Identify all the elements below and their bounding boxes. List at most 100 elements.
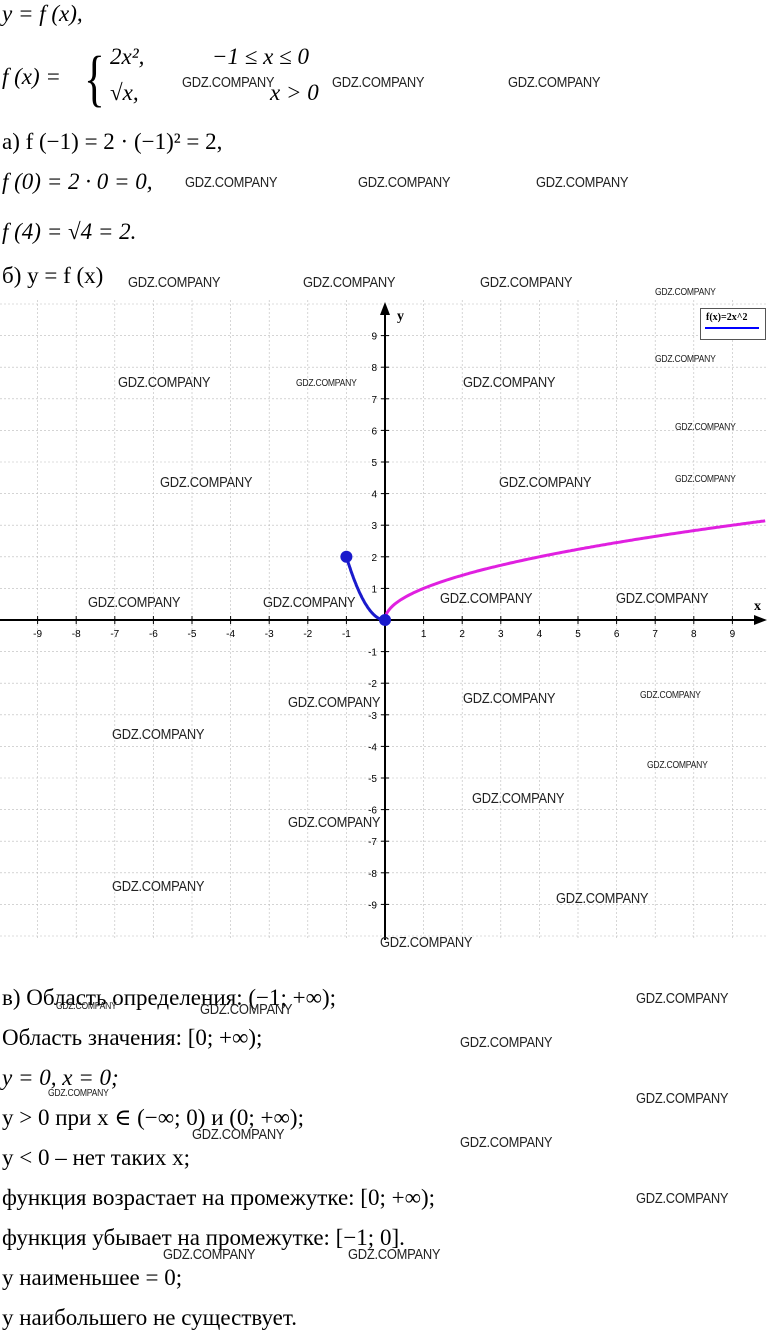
watermark: GDZ.COMPANY — [263, 594, 356, 611]
y-tick-label: -2 — [368, 679, 377, 690]
y-tick-label: 8 — [371, 363, 377, 374]
watermark: GDZ.COMPANY — [460, 1034, 553, 1051]
watermark: GDZ.COMPANY — [358, 174, 451, 191]
x-tick-label: -6 — [149, 629, 158, 640]
watermark: GDZ.COMPANY — [636, 990, 729, 1007]
watermark: GDZ.COMPANY — [675, 422, 736, 433]
y-tick-label: 3 — [371, 521, 377, 532]
y-axis-arrow — [380, 302, 390, 315]
series-line-1 — [344, 556, 385, 622]
part-v-line3: y = 0, x = 0; — [2, 1065, 119, 1090]
x-tick-label: -5 — [188, 629, 197, 640]
watermark: GDZ.COMPANY — [112, 878, 205, 895]
x-tick-label: -4 — [226, 629, 235, 640]
y-tick-label: -9 — [368, 900, 377, 911]
x-tick-label: 5 — [575, 629, 581, 640]
x-tick-label: -9 — [33, 629, 42, 640]
watermark: GDZ.COMPANY — [460, 1134, 553, 1151]
legend-swatch — [705, 327, 759, 329]
y-tick-label: -5 — [368, 774, 377, 785]
part-v-line2: Область значения: [0; +∞); — [2, 1025, 263, 1050]
part-v-line4: y > 0 при x ∈ (−∞; 0) и (0; +∞); — [2, 1105, 304, 1130]
case1-expr: 2x², — [110, 44, 145, 69]
legend-label: f(x)=2x^2 — [706, 312, 748, 323]
fx-lhs: f (x) = — [2, 64, 61, 89]
watermark: GDZ.COMPANY — [288, 814, 381, 831]
part-v-line9: y наибольшего не существует. — [2, 1305, 297, 1330]
watermark: GDZ.COMPANY — [182, 74, 275, 91]
case2-expr: √x, — [110, 80, 139, 105]
watermark: GDZ.COMPANY — [112, 726, 205, 743]
y-tick-label: 5 — [371, 458, 377, 469]
watermark: GDZ.COMPANY — [303, 274, 396, 291]
watermark: GDZ.COMPANY — [480, 274, 573, 291]
watermark: GDZ.COMPANY — [647, 760, 708, 771]
part-v-line7: функция убывает на промежутке: [−1; 0]. — [2, 1225, 405, 1250]
watermark: GDZ.COMPANY — [163, 1246, 256, 1263]
legend: f(x)=2x^2 — [700, 308, 766, 340]
y-tick-label: 7 — [371, 395, 377, 406]
data-point-1 — [340, 550, 353, 563]
y-tick-label: -3 — [368, 711, 377, 722]
part-v-line6: функция возрастает на промежутке: [0; +∞… — [2, 1185, 436, 1210]
y-axis-label: y — [397, 309, 404, 324]
watermark: GDZ.COMPANY — [128, 274, 221, 291]
watermark: GDZ.COMPANY — [296, 378, 357, 389]
part-v-line8: y наименьшее = 0; — [2, 1265, 183, 1290]
watermark: GDZ.COMPANY — [556, 890, 649, 907]
x-tick-label: 2 — [459, 629, 465, 640]
watermark: GDZ.COMPANY — [332, 74, 425, 91]
y-tick-label: -6 — [368, 806, 377, 817]
x-axis-arrow — [754, 615, 767, 625]
x-tick-label: 4 — [537, 629, 543, 640]
watermark: GDZ.COMPANY — [616, 590, 709, 607]
y-tick-label: -8 — [368, 869, 377, 880]
watermark: GDZ.COMPANY — [655, 354, 716, 365]
case1-cond: −1 ≤ x ≤ 0 — [212, 44, 309, 69]
watermark: GDZ.COMPANY — [636, 1190, 729, 1207]
data-point-2 — [379, 614, 391, 626]
case2-cond: x > 0 — [270, 80, 319, 105]
y-tick-label: 6 — [371, 426, 377, 437]
watermark: GDZ.COMPANY — [348, 1246, 441, 1263]
watermark: GDZ.COMPANY — [463, 374, 556, 391]
y-tick-label: -4 — [368, 742, 377, 753]
watermark: GDZ.COMPANY — [56, 1001, 117, 1012]
x-tick-label: 9 — [730, 629, 736, 640]
x-tick-label: 6 — [614, 629, 620, 640]
part-v-line1: в) Область определения: (−1; +∞); — [2, 985, 337, 1010]
x-tick-label: 7 — [652, 629, 658, 640]
x-tick-label: -2 — [303, 629, 312, 640]
function-graph: x y -9 -8 -7 -6 -5 -4 -3 -2 -1 1 2 3 4 5 6 7 8 9 9 8 7 6 5 4 3 2 1 -1… — [0, 300, 767, 940]
series-line-2 — [383, 519, 766, 621]
watermark: GDZ.COMPANY — [499, 474, 592, 491]
x-tick-label: 1 — [421, 629, 427, 640]
y-tick-label: 4 — [371, 490, 377, 501]
x-tick-label: -3 — [265, 629, 274, 640]
watermark: GDZ.COMPANY — [192, 1126, 285, 1143]
watermark: GDZ.COMPANY — [440, 590, 533, 607]
brace-symbol: { — [84, 45, 105, 113]
watermark: GDZ.COMPANY — [508, 74, 601, 91]
watermark: GDZ.COMPANY — [636, 1090, 729, 1107]
watermark: GDZ.COMPANY — [160, 474, 253, 491]
watermark: GDZ.COMPANY — [472, 790, 565, 807]
x-axis-label: x — [754, 599, 761, 614]
watermark: GDZ.COMPANY — [118, 374, 211, 391]
part-a-line3: f (4) = √4 = 2. — [2, 219, 137, 244]
watermark: GDZ.COMPANY — [463, 690, 556, 707]
watermark: GDZ.COMPANY — [640, 690, 701, 701]
series — [340, 519, 766, 626]
y-tick-label: 9 — [371, 332, 377, 343]
piecewise-definition: f (x) = { 2x², −1 ≤ x ≤ 0 √x, x > 0 — [2, 44, 602, 114]
x-tick-label: -7 — [110, 629, 119, 640]
x-tick-label: -8 — [72, 629, 81, 640]
x-tick-label: 8 — [691, 629, 697, 640]
watermark: GDZ.COMPANY — [200, 1001, 293, 1018]
y-tick-label: 2 — [371, 553, 377, 564]
part-v-line5: y < 0 – нет таких x; — [2, 1145, 190, 1170]
watermark: GDZ.COMPANY — [185, 174, 278, 191]
watermark: GDZ.COMPANY — [380, 934, 473, 951]
part-a-line2: f (0) = 2 · 0 = 0, — [2, 169, 153, 194]
function-definition-line: y = f (x), — [2, 1, 83, 26]
